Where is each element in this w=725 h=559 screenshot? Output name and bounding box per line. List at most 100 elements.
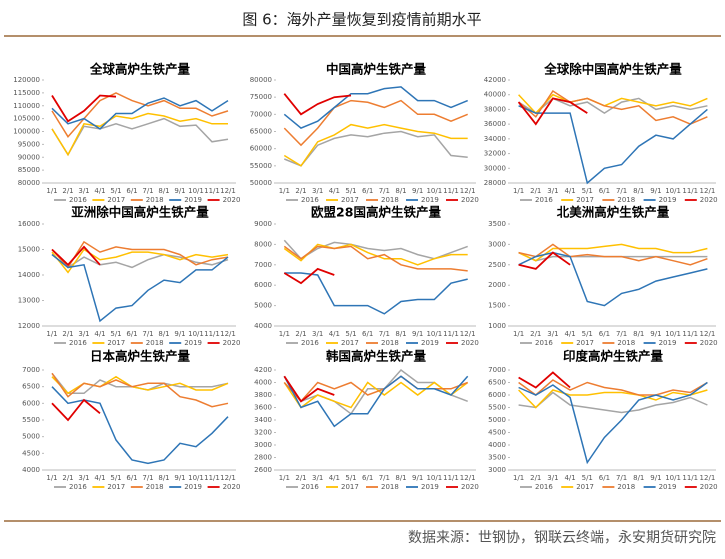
y-tick-label: 120000 (13, 76, 40, 84)
x-tick-label: 8/1 (395, 474, 406, 482)
y-tick-label: 38000 (484, 105, 506, 113)
x-tick-label: 4/1 (564, 330, 575, 338)
x-tick-label: 4/1 (94, 330, 105, 338)
y-tick-label: 5500 (488, 404, 506, 412)
y-tick-label: 3600 (254, 404, 272, 412)
series-line (283, 375, 469, 428)
x-tick-label: 3/1 (78, 330, 89, 338)
x-tick-label: 4/1 (329, 187, 340, 195)
x-tick-label: 8/1 (633, 187, 644, 195)
x-tick-label: 9/1 (174, 474, 185, 482)
y-tick-label: 34000 (484, 135, 506, 143)
x-tick-label: 12/1 (460, 187, 476, 195)
legend-label: 2016 (69, 483, 87, 491)
x-tick-label: 8/1 (158, 474, 169, 482)
legend-label: 2016 (535, 196, 553, 204)
series-line (284, 272, 468, 315)
x-tick-label: 9/1 (174, 330, 185, 338)
legend-label: 2019 (184, 483, 202, 491)
x-tick-label: 3/1 (312, 474, 323, 482)
x-tick-label: 6/1 (362, 474, 373, 482)
y-tick-label: 13000 (18, 297, 40, 305)
y-tick-label: 16000 (18, 220, 40, 228)
legend-label: 2020 (223, 483, 241, 491)
legend-label: 2017 (576, 483, 594, 491)
x-tick-label: 4/1 (564, 474, 575, 482)
x-tick-label: 7/1 (616, 187, 627, 195)
series-line (283, 381, 469, 409)
y-tick-label: 90000 (18, 153, 40, 161)
legend-label: 2018 (381, 483, 399, 491)
x-tick-label: 11/1 (443, 330, 459, 338)
x-tick-label: 6/1 (126, 330, 137, 338)
x-tick-label: 7/1 (379, 187, 390, 195)
series-line (51, 245, 101, 267)
legend-label: 2020 (461, 339, 479, 347)
x-tick-label: 10/1 (188, 474, 204, 482)
x-tick-label: 5/1 (582, 330, 593, 338)
y-tick-label: 5500 (22, 416, 40, 424)
series-line (51, 248, 229, 274)
legend-label: 2020 (700, 196, 718, 204)
series-line (283, 375, 468, 403)
chart-title: 中国高炉生铁产量 (326, 62, 427, 77)
y-tick-label: 4500 (22, 449, 40, 457)
x-tick-label: 1/1 (513, 474, 524, 482)
y-tick-label: 42000 (484, 76, 506, 84)
x-tick-label: 6/1 (362, 187, 373, 195)
x-tick-label: 1/1 (46, 330, 57, 338)
y-tick-label: 7000 (22, 366, 40, 374)
x-tick-label: 8/1 (633, 474, 644, 482)
y-tick-label: 115000 (13, 89, 40, 97)
legend-label: 2019 (184, 196, 202, 204)
legend-label: 2020 (461, 196, 479, 204)
x-tick-label: 2/1 (530, 474, 541, 482)
legend-label: 2019 (659, 339, 677, 347)
legend-label: 2016 (301, 339, 319, 347)
y-tick-label: 6000 (488, 391, 506, 399)
x-tick-label: 4/1 (94, 187, 105, 195)
x-tick-label: 11/1 (204, 330, 220, 338)
legend-label: 2016 (535, 339, 553, 347)
legend-label: 2019 (659, 196, 677, 204)
x-tick-label: 8/1 (395, 330, 406, 338)
legend-label: 2018 (617, 196, 635, 204)
y-tick-label: 7000 (488, 366, 506, 374)
series-line (51, 240, 229, 269)
x-tick-label: 9/1 (412, 474, 423, 482)
legend-label: 2019 (659, 483, 677, 491)
x-tick-label: 8/1 (158, 330, 169, 338)
chart-title: 韩国高炉生铁产量 (326, 349, 427, 364)
x-tick-label: 12/1 (460, 330, 476, 338)
x-tick-label: 10/1 (426, 330, 442, 338)
legend-label: 2017 (107, 483, 125, 491)
y-tick-label: 80000 (250, 76, 272, 84)
y-tick-label: 4200 (254, 366, 272, 374)
series-line (51, 253, 229, 269)
x-tick-label: 9/1 (650, 330, 661, 338)
x-tick-label: 10/1 (188, 187, 204, 195)
x-tick-label: 9/1 (412, 187, 423, 195)
y-tick-label: 1500 (488, 302, 506, 310)
x-tick-label: 5/1 (110, 187, 121, 195)
legend-label: 2019 (421, 483, 439, 491)
series-line (518, 89, 708, 125)
legend-label: 2017 (341, 483, 359, 491)
x-tick-label: 12/1 (700, 474, 716, 482)
series-line (51, 112, 228, 157)
legend-label: 2017 (341, 196, 359, 204)
legend-label: 2017 (576, 196, 594, 204)
y-tick-label: 28000 (484, 179, 506, 187)
y-tick-label: 2600 (254, 466, 272, 474)
legend-label: 2020 (223, 339, 241, 347)
series-line (283, 245, 468, 272)
y-tick-label: 2000 (488, 281, 506, 289)
chart-title: 全球除中国高炉生铁产量 (543, 62, 682, 77)
x-tick-label: 4/1 (329, 330, 340, 338)
legend-label: 2019 (184, 339, 202, 347)
x-tick-label: 12/1 (220, 330, 236, 338)
legend-label: 2020 (700, 339, 718, 347)
series-line (283, 243, 468, 266)
y-tick-label: 3500 (488, 454, 506, 462)
chart-title: 亚洲除中国高炉生铁产量 (71, 205, 209, 220)
